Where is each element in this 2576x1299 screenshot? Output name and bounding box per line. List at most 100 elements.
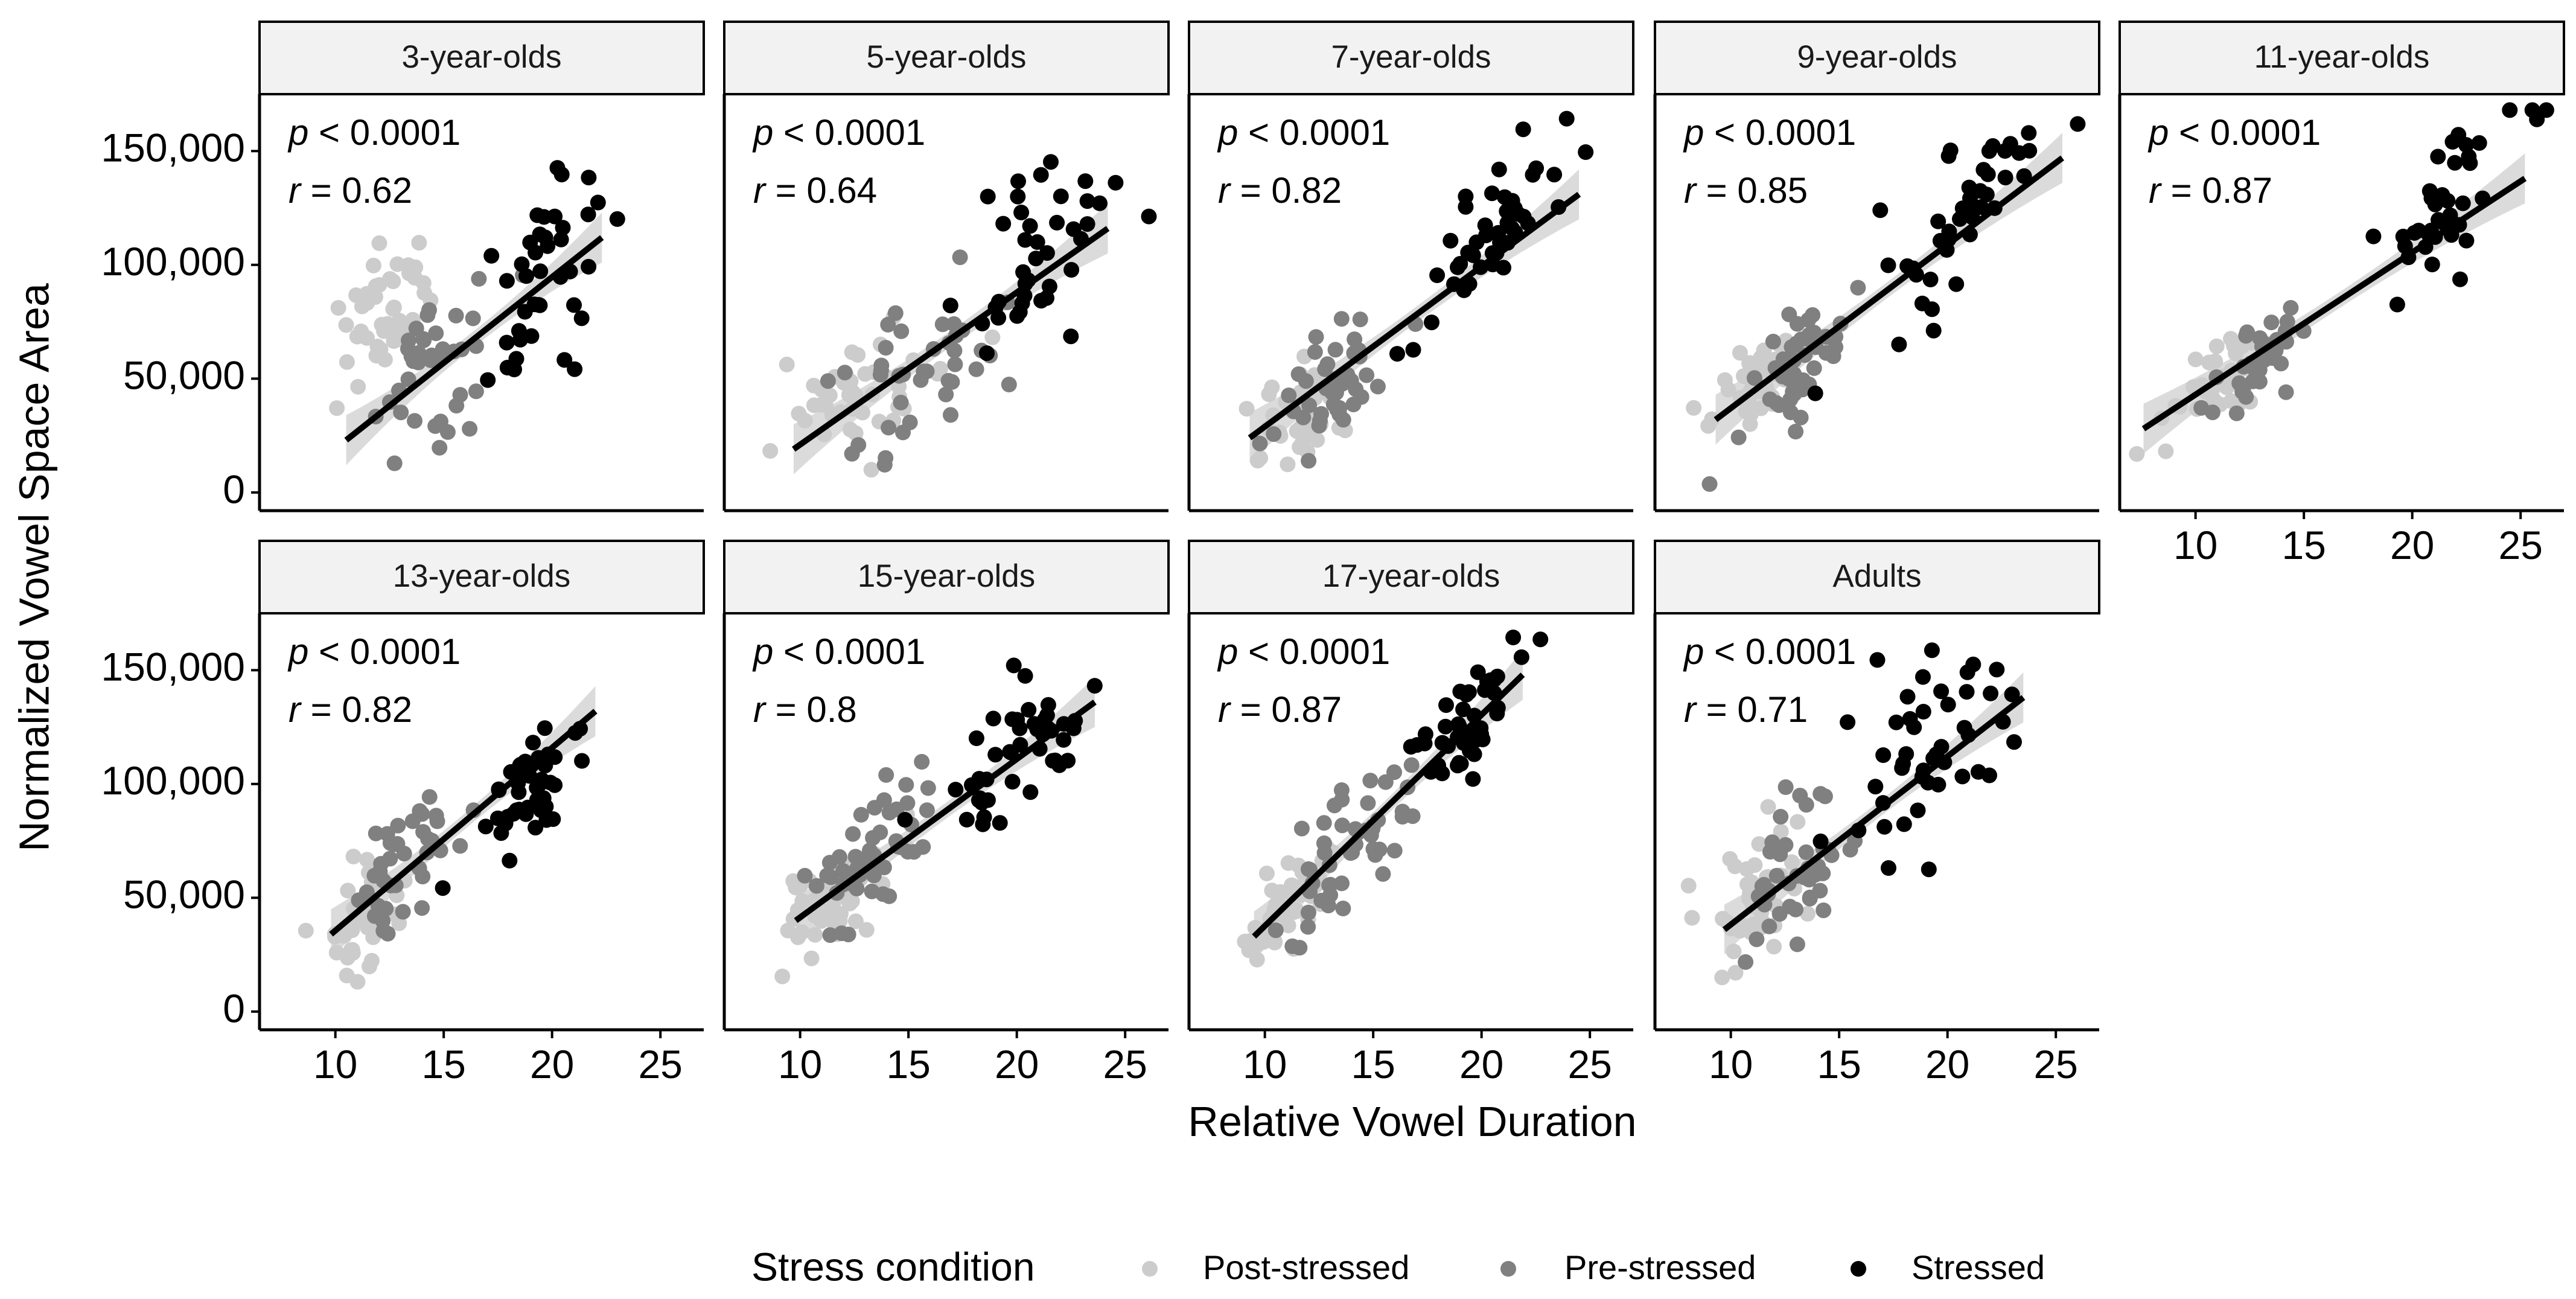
point-pre-stressed: [2238, 328, 2254, 344]
point-stressed: [538, 812, 555, 828]
point-stressed: [1141, 208, 1157, 225]
r-value-annotation: r = 0.71: [1684, 689, 1808, 730]
point-stressed: [1039, 290, 1054, 306]
point-stressed: [2447, 155, 2463, 171]
x-tick-label: 25: [2498, 523, 2542, 567]
point-pre-stressed: [395, 904, 411, 920]
x-tick-label: 20: [2390, 523, 2434, 567]
y-axis-title: Normalized Vowel Space Area: [10, 283, 57, 852]
point-stressed: [1896, 816, 1912, 832]
point-stressed: [1515, 121, 1531, 138]
point-pre-stressed: [1353, 389, 1369, 405]
point-stressed: [1465, 771, 1481, 787]
point-post-stressed: [1280, 456, 1296, 473]
point-pre-stressed: [462, 421, 478, 437]
facet-panel-9-year-olds: 9-year-olds p < 0.0001 r = 0.85: [1653, 21, 2100, 512]
point-pre-stressed: [414, 900, 430, 916]
point-stressed: [1981, 767, 1997, 784]
point-post-stressed: [984, 329, 1001, 345]
point-pre-stressed: [878, 767, 894, 783]
facet-strip: [258, 540, 705, 614]
point-stressed: [536, 209, 552, 225]
point-post-stressed: [1309, 432, 1325, 448]
point-stressed: [948, 782, 964, 798]
point-pre-stressed: [887, 305, 904, 321]
facet-strip: [1654, 21, 2100, 95]
point-stressed: [556, 352, 573, 368]
x-tick-label: 20: [1925, 1042, 1969, 1087]
point-stressed: [1532, 631, 1549, 648]
point-stressed: [1438, 718, 1453, 735]
point-post-stressed: [1742, 406, 1759, 423]
facet-panel-5-year-olds: 5-year-olds p < 0.0001 r = 0.64: [722, 21, 1170, 512]
point-post-stressed: [359, 330, 375, 346]
point-post-stressed: [855, 404, 870, 421]
point-stressed: [537, 720, 553, 736]
point-pre-stressed: [428, 325, 444, 342]
point-post-stressed: [1258, 866, 1275, 881]
point-pre-stressed: [1316, 835, 1332, 851]
point-stressed: [1429, 267, 1446, 283]
point-post-stressed: [340, 882, 356, 899]
point-stressed: [1867, 779, 1884, 795]
point-post-stressed: [833, 906, 849, 922]
point-stressed: [1933, 683, 1950, 700]
point-stressed: [1012, 720, 1028, 736]
point-pre-stressed: [1308, 329, 1324, 345]
point-stressed: [1930, 213, 1946, 229]
point-post-stressed: [1800, 905, 1816, 922]
point-stressed: [1902, 711, 1918, 727]
point-stressed: [1029, 234, 1045, 250]
point-pre-stressed: [1782, 404, 1799, 421]
facet-strip: [1188, 21, 1634, 95]
point-pre-stressed: [2278, 384, 2294, 400]
point-post-stressed: [847, 913, 864, 930]
point-post-stressed: [371, 277, 387, 293]
point-post-stressed: [2208, 338, 2225, 354]
point-pre-stressed: [386, 455, 403, 471]
point-pre-stressed: [1795, 372, 1811, 388]
point-pre-stressed: [1324, 385, 1340, 401]
point-stressed: [1051, 757, 1068, 773]
facet-strip-label: 3-year-olds: [401, 39, 561, 75]
point-pre-stressed: [820, 373, 836, 389]
point-stressed: [1959, 684, 1975, 700]
point-pre-stressed: [2231, 375, 2248, 391]
point-stressed: [1405, 342, 1421, 358]
point-pre-stressed: [1781, 371, 1797, 387]
x-tick-label: 15: [1817, 1042, 1861, 1087]
point-stressed: [1898, 746, 1914, 762]
point-pre-stressed: [837, 365, 853, 381]
facet-panel-11-year-olds: 11-year-olds 10 15 20 25 p < 0.0001 r = 0.87: [2118, 21, 2565, 567]
point-pre-stressed: [2193, 400, 2210, 416]
point-stressed: [1456, 282, 1472, 298]
point-post-stressed: [2129, 446, 2145, 462]
point-stressed: [1880, 257, 1896, 273]
point-post-stressed: [1680, 878, 1697, 894]
regression-line: [1714, 155, 2064, 423]
point-stressed: [499, 273, 515, 289]
point-pre-stressed: [428, 808, 444, 824]
point-stressed: [1924, 642, 1940, 659]
p-value-annotation: p < 0.0001: [1217, 112, 1390, 153]
point-post-stressed: [336, 928, 352, 944]
point-stressed: [1807, 385, 1823, 401]
point-pre-stressed: [1773, 809, 1789, 825]
point-stressed: [1438, 697, 1454, 713]
regression-line: [2141, 176, 2527, 432]
r-value-annotation: r = 0.85: [1684, 170, 1808, 211]
point-stressed: [975, 816, 991, 832]
point-post-stressed: [1249, 951, 1265, 968]
point-pre-stressed: [414, 806, 430, 822]
facet-strip-label: 13-year-olds: [393, 558, 571, 594]
point-pre-stressed: [1281, 388, 1297, 403]
facet-strip-label: 17-year-olds: [1322, 558, 1500, 594]
point-pre-stressed: [448, 307, 464, 324]
r-value-annotation: r = 0.87: [1218, 689, 1342, 730]
point-stressed: [1497, 189, 1513, 205]
point-stressed: [2461, 148, 2477, 165]
point-stressed: [1063, 262, 1080, 278]
point-post-stressed: [790, 929, 806, 945]
point-stressed: [1925, 322, 1942, 339]
point-pre-stressed: [1300, 919, 1316, 935]
